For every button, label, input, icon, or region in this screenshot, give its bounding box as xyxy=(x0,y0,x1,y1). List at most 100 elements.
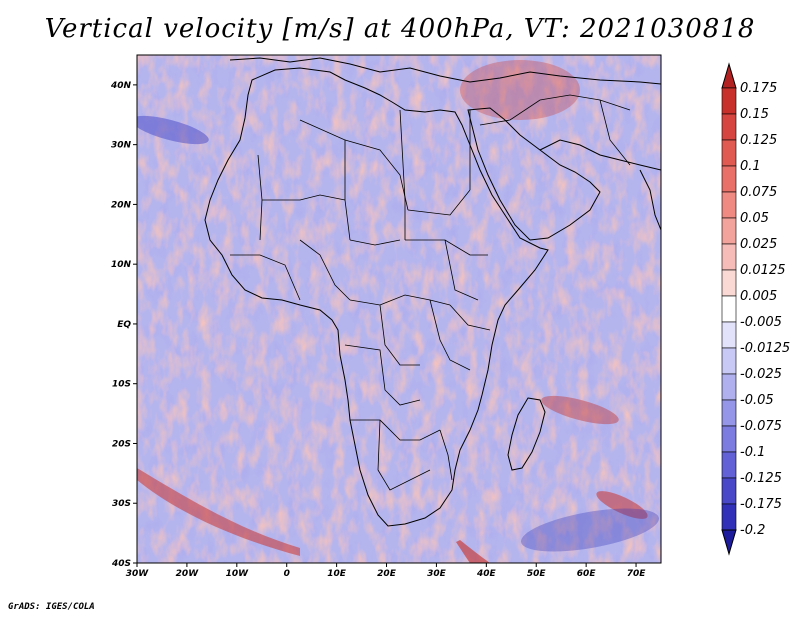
vertical-velocity-field xyxy=(137,55,661,563)
colorbar-top-arrow xyxy=(721,62,737,89)
plot-area xyxy=(137,55,661,563)
colorbar-swatch xyxy=(721,269,737,297)
colorbar-label: 0.175 xyxy=(740,81,777,96)
colorbar-label: -0.125 xyxy=(740,471,782,486)
india-coast xyxy=(639,169,661,231)
colorbar-swatch xyxy=(721,113,737,141)
colorbar-label: 0.005 xyxy=(740,289,777,304)
lon-tick-label: 10W xyxy=(226,569,250,579)
red-cluster-middle-east xyxy=(460,60,580,120)
colorbar-label: 0.15 xyxy=(740,107,769,122)
lat-tick-label: EQ xyxy=(117,320,131,330)
lon-tick-label: 70E xyxy=(627,569,647,579)
border xyxy=(350,419,441,441)
blue-band-southeast xyxy=(520,508,660,552)
page-title: Vertical velocity [m/s] at 400hPa, VT: 2… xyxy=(44,14,756,44)
border xyxy=(299,239,351,301)
border xyxy=(444,239,479,301)
coastlines xyxy=(204,57,661,527)
lon-tick-label: 30W xyxy=(126,569,150,579)
colorbar-label: -0.0125 xyxy=(740,341,790,356)
colorbar-label: -0.2 xyxy=(740,523,765,538)
red-band-south xyxy=(456,540,490,563)
colorbar-swatch xyxy=(721,373,737,401)
red-band-southwest xyxy=(137,468,300,556)
colorbar-label: -0.05 xyxy=(740,393,774,408)
colorbar-swatch xyxy=(721,165,737,193)
colorbar-swatch xyxy=(721,503,737,531)
lat-tick-label: 20S xyxy=(112,439,131,449)
lat-tick-label: 30N xyxy=(111,141,132,151)
border xyxy=(429,299,471,371)
red-band-southeast xyxy=(596,491,648,519)
footer-credit: GrADS: IGES/COLA xyxy=(8,602,95,612)
border xyxy=(405,239,488,256)
lat-tick-label: 10N xyxy=(111,260,132,270)
border xyxy=(344,344,421,406)
lon-tick-label: 50E xyxy=(527,569,547,579)
lon-tick-label: 20W xyxy=(176,569,200,579)
colorbar-label: -0.025 xyxy=(740,367,782,382)
border xyxy=(230,254,301,301)
colorbar-swatch xyxy=(721,139,737,167)
lat-tick-label: 40S xyxy=(111,559,131,569)
border xyxy=(299,119,351,241)
colorbar-label: 0.075 xyxy=(740,185,777,200)
axis-ticks: 30W 20W 10W 0 10E 20E 30E 40E 50E 60E 70E 40N 30N 20N… xyxy=(110,81,646,579)
blue-band-northwest xyxy=(137,115,209,145)
colorbar-swatch xyxy=(721,295,737,323)
madagascar-coastline xyxy=(507,397,546,471)
lon-tick-label: 30E xyxy=(427,569,447,579)
colorbar-swatch xyxy=(721,217,737,245)
border xyxy=(439,429,453,481)
colorbar-swatch xyxy=(721,425,737,453)
border xyxy=(349,294,451,306)
lat-tick-label: 40N xyxy=(110,81,132,91)
colorbar-label: 0.125 xyxy=(740,133,777,148)
lat-tick-label: 30S xyxy=(112,499,131,509)
colorbar-label: 0.0125 xyxy=(740,263,786,278)
border xyxy=(349,239,401,246)
colorbar-label: 0.05 xyxy=(740,211,769,226)
red-cluster-mozambique-channel xyxy=(541,395,619,425)
border xyxy=(262,194,346,201)
colorbar-label: -0.075 xyxy=(740,419,782,434)
lon-tick-label: 40E xyxy=(476,569,497,579)
colorbar-swatch xyxy=(721,191,737,219)
colorbar-label: -0.005 xyxy=(740,315,782,330)
country-borders xyxy=(230,94,631,491)
lon-tick-label: 60E xyxy=(577,569,597,579)
colorbar-bottom-arrow xyxy=(721,529,737,556)
lon-tick-label: 20E xyxy=(377,569,397,579)
colorbar-swatch xyxy=(721,477,737,505)
colorbar-swatch xyxy=(721,87,737,115)
lat-tick-label: 20N xyxy=(111,200,132,210)
colorbar-swatch xyxy=(721,451,737,479)
border xyxy=(379,304,420,366)
colorbar-label: 0.025 xyxy=(740,237,777,252)
border xyxy=(599,99,631,166)
colorbar-swatch xyxy=(721,347,737,375)
border xyxy=(344,139,409,211)
africa-coastline xyxy=(204,67,549,527)
lon-tick-label: 0 xyxy=(284,569,290,579)
colorbar-swatch xyxy=(721,321,737,349)
plot-frame xyxy=(136,54,662,564)
colorbar: 0.175 0.15 0.125 0.1 0.075 0.05 0.025 0.0125 0.0… xyxy=(721,62,790,556)
mediterranean-north-coast xyxy=(229,57,661,85)
persian-gulf-coast xyxy=(539,139,661,171)
border xyxy=(399,109,406,240)
border xyxy=(377,419,431,491)
arabia-coastline xyxy=(467,107,601,241)
colorbar-swatch xyxy=(721,243,737,271)
colorbar-swatch xyxy=(721,399,737,427)
border xyxy=(407,189,471,216)
lat-tick-label: 10S xyxy=(112,380,131,390)
border xyxy=(479,94,631,126)
lon-tick-label: 10E xyxy=(327,569,347,579)
colorbar-label: 0.1 xyxy=(740,159,761,174)
colorbar-label: -0.1 xyxy=(740,445,765,460)
border xyxy=(449,304,491,331)
colorbar-label: -0.175 xyxy=(740,497,782,512)
